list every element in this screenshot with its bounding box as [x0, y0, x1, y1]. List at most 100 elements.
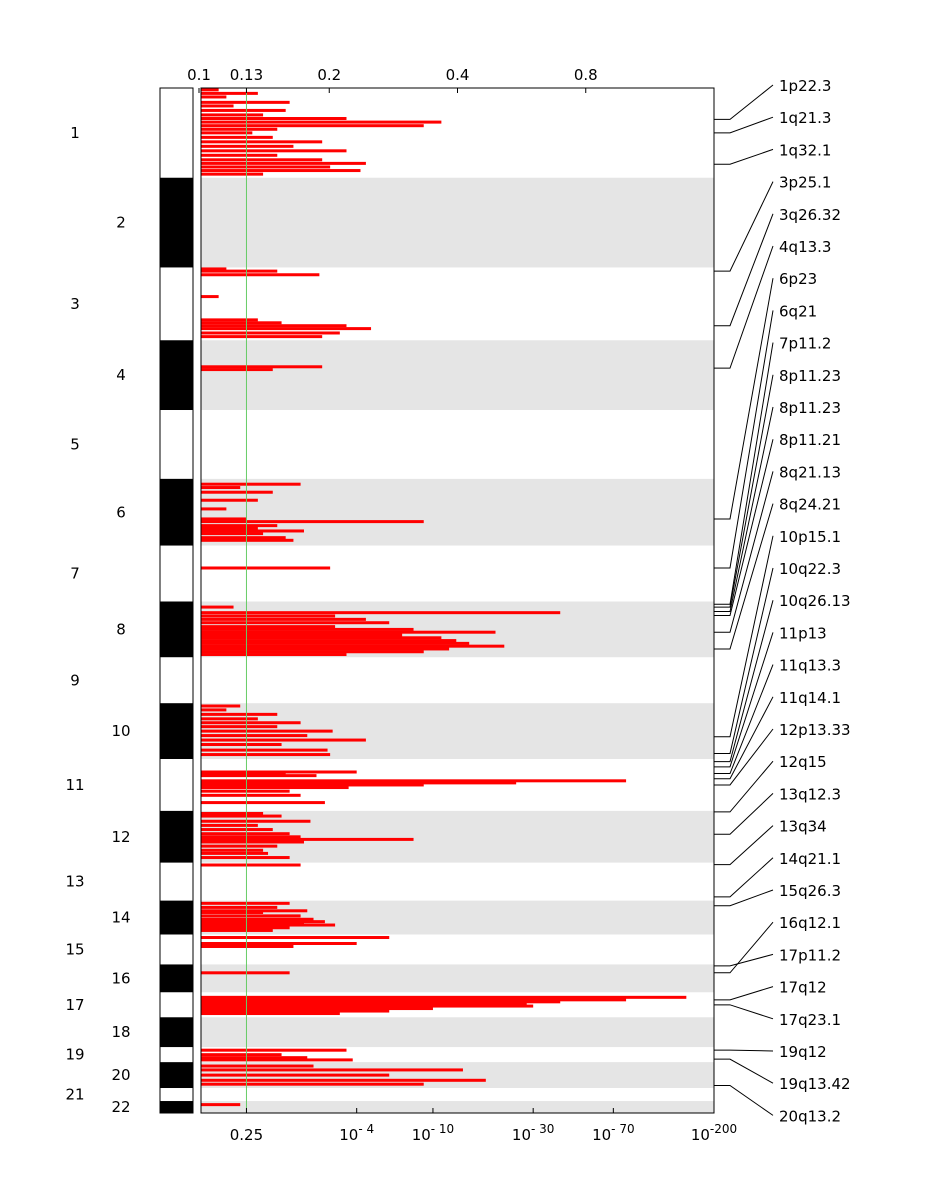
- peak-leader-14: [714, 535, 774, 738]
- top-tick-label-1: 0.13: [230, 66, 263, 84]
- peak-leader-10: [714, 406, 774, 613]
- bar-chr14-8: [201, 923, 336, 927]
- bottom-tick-label-3: 10- 30: [512, 1122, 555, 1144]
- bar-chr6-4: [201, 507, 227, 511]
- peak-leader-27: [714, 953, 774, 967]
- bar-chr1-13: [201, 140, 323, 144]
- peak-label-30: 19q12: [779, 1043, 827, 1061]
- peak-leader-23: [714, 825, 774, 866]
- bar-chr14-2: [201, 909, 308, 913]
- bar-chr3-1: [201, 269, 278, 273]
- bar-chr8-4: [201, 621, 390, 625]
- bar-chr12-3: [201, 823, 258, 827]
- bar-chr10-0: [201, 704, 241, 708]
- ideogram-chr22: [160, 1101, 193, 1113]
- peak-leader-0: [714, 84, 774, 120]
- band-chr22: [201, 1101, 714, 1113]
- bar-chr1-18: [201, 161, 366, 165]
- bar-chr11-3: [201, 779, 627, 783]
- bottom-tick-exponent-1: - 4: [358, 1122, 374, 1136]
- bar-chr6-10: [201, 532, 264, 536]
- peak-label-28: 17q12: [779, 979, 827, 997]
- chromosome-label-5: 5: [70, 435, 80, 453]
- ideogram-chr16: [160, 964, 193, 993]
- bar-chr1-11: [201, 131, 253, 135]
- ideogram-chr10: [160, 703, 193, 760]
- bar-chr1-2: [201, 95, 227, 99]
- peak-label-10: 8p11.23: [779, 399, 841, 417]
- peak-leader-7: [714, 310, 774, 569]
- band-chr15: [201, 934, 714, 965]
- peak-leader-9: [714, 374, 774, 608]
- peak-leader-8: [714, 342, 774, 605]
- bar-chr10-1: [201, 708, 227, 712]
- peak-leader-19: [714, 696, 774, 780]
- bar-chr12-4: [201, 828, 273, 832]
- peak-label-22: 13q12.3: [779, 785, 841, 803]
- bar-chr10-9: [201, 743, 282, 747]
- bar-chr8-12: [201, 644, 505, 648]
- chromosome-label-3: 3: [70, 295, 80, 313]
- chromosome-label-14: 14: [111, 909, 130, 927]
- bar-chr20-3: [201, 1078, 486, 1082]
- bar-chr11-6: [201, 786, 349, 790]
- peak-leader-17: [714, 632, 774, 768]
- peak-label-20: 12p13.33: [779, 721, 851, 739]
- chromosome-label-6: 6: [116, 503, 126, 521]
- band-chr5: [201, 410, 714, 479]
- bar-chr6-5: [201, 517, 247, 521]
- bar-chr10-3: [201, 717, 258, 721]
- bar-chr12-7: [201, 837, 414, 841]
- bar-chr8-10: [201, 639, 457, 643]
- band-chr14: [201, 900, 714, 935]
- peak-label-8: 7p11.2: [779, 335, 831, 353]
- chromosome-label-18: 18: [111, 1023, 130, 1041]
- bar-chr14-0: [201, 901, 290, 905]
- bar-chr1-20: [201, 169, 361, 173]
- bar-chr12-5: [201, 832, 290, 836]
- bar-chr3-5: [201, 321, 282, 325]
- chromosome-label-17: 17: [65, 996, 84, 1014]
- peak-leader-1: [714, 116, 774, 134]
- ideogram-chr5: [160, 410, 193, 479]
- chromosome-label-13: 13: [65, 873, 84, 891]
- bar-chr1-6: [201, 113, 264, 117]
- peak-label-2: 1q32.1: [779, 141, 831, 159]
- bar-chr1-4: [201, 104, 234, 108]
- band-chr6: [201, 478, 714, 546]
- peak-label-9: 8p11.23: [779, 367, 841, 385]
- ideogram-chr19: [160, 1047, 193, 1063]
- bar-chr1-5: [201, 108, 286, 112]
- chromosome-label-11: 11: [65, 776, 84, 794]
- bar-chr14-9: [201, 926, 290, 930]
- bar-chr8-8: [201, 633, 403, 637]
- bar-chr8-5: [201, 625, 336, 629]
- bar-chr12-10: [201, 848, 264, 852]
- bar-chr1-8: [201, 120, 442, 124]
- peak-leader-3: [714, 181, 774, 272]
- peak-leader-15: [714, 567, 774, 754]
- bar-chr6-12: [201, 538, 294, 542]
- bar-chr12-2: [201, 819, 311, 823]
- bar-chr3-9: [201, 335, 323, 339]
- bar-chr20-0: [201, 1064, 314, 1068]
- ideogram-chr17: [160, 992, 193, 1018]
- bar-chr1-16: [201, 153, 278, 157]
- peak-label-13: 8q24.21: [779, 496, 841, 514]
- peak-leader-26: [714, 921, 774, 974]
- chromosome-label-19: 19: [65, 1046, 84, 1064]
- peak-leader-2: [714, 148, 774, 165]
- peak-label-0: 1p22.3: [779, 77, 831, 95]
- peak-label-27: 17p11.2: [779, 946, 841, 964]
- bar-chr1-17: [201, 158, 323, 162]
- bar-chr3-2: [201, 273, 320, 277]
- bar-chr11-5: [201, 783, 424, 787]
- bar-chr1-15: [201, 149, 347, 153]
- bar-chr17-5: [201, 1004, 534, 1008]
- band-chr4: [201, 340, 714, 411]
- bar-chr10-4: [201, 721, 301, 725]
- peak-leader-6: [714, 278, 774, 520]
- bar-chr14-1: [201, 905, 278, 909]
- bar-chr1-10: [201, 127, 278, 131]
